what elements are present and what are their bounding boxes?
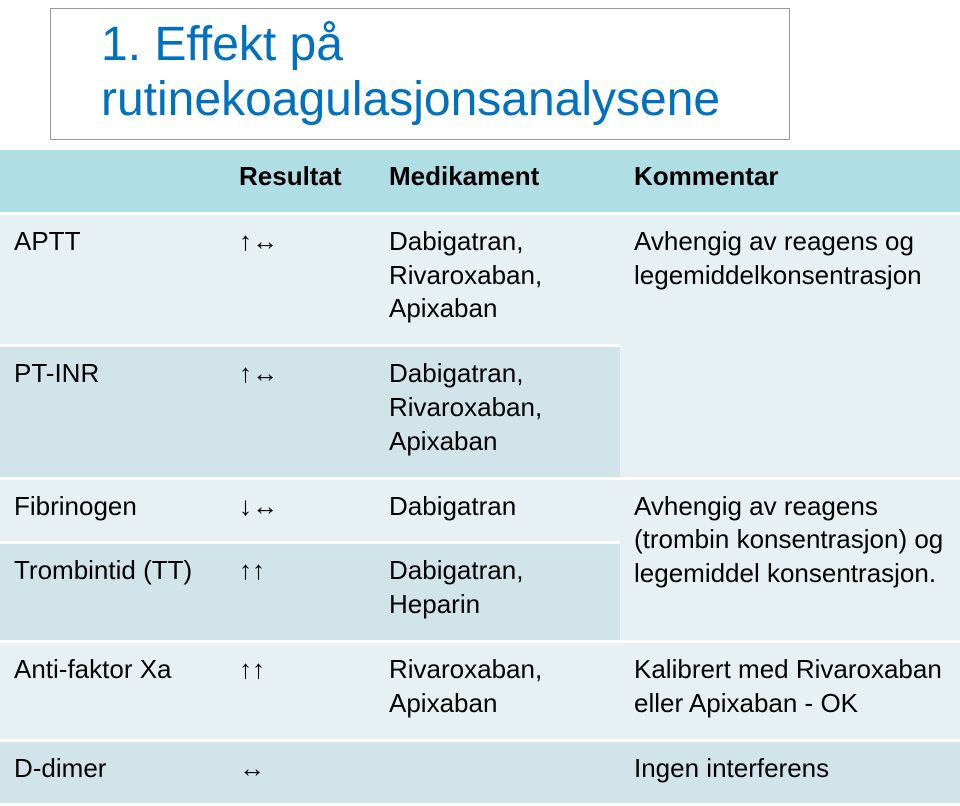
row-name: PT-INR <box>0 346 225 478</box>
header-kommentar: Kommentar <box>620 150 960 213</box>
header-resultat: Resultat <box>225 150 375 213</box>
row-med: Dabigatran, Heparin <box>375 543 620 642</box>
row-name: Anti-faktor Xa <box>0 641 225 740</box>
row-comment: Ingen interferens <box>620 740 960 805</box>
row-result: ↑↑ <box>225 543 375 642</box>
row-result: ↓↔ <box>225 478 375 543</box>
row-med: Dabigatran, Rivaroxaban, Apixaban <box>375 213 620 345</box>
row-med: Dabigatran, Rivaroxaban, Apixaban <box>375 346 620 478</box>
row-med: Dabigatran <box>375 478 620 543</box>
header-blank <box>0 150 225 213</box>
row-name: Fibrinogen <box>0 478 225 543</box>
table-row: Anti-faktor Xa ↑↑ Rivaroxaban, Apixaban … <box>0 641 960 740</box>
table-row: APTT ↑↔ Dabigatran, Rivaroxaban, Apixaba… <box>0 213 960 345</box>
row-comment: Kalibrert med Rivaroxaban eller Apixaban… <box>620 641 960 740</box>
header-medikament: Medikament <box>375 150 620 213</box>
row-comment: Avhengig av reagens (trombin konsentrasj… <box>620 478 960 641</box>
table-row: D-dimer ↔ Ingen interferens <box>0 740 960 805</box>
row-result: ↑↔ <box>225 346 375 478</box>
row-med <box>375 740 620 805</box>
row-name: D-dimer <box>0 740 225 805</box>
table-row: Fibrinogen ↓↔ Dabigatran Avhengig av rea… <box>0 478 960 543</box>
title-box: 1. Effekt på rutinekoagulasjonsanalysene <box>50 8 790 140</box>
row-name: APTT <box>0 213 225 345</box>
row-med: Rivaroxaban, Apixaban <box>375 641 620 740</box>
row-name: Trombintid (TT) <box>0 543 225 642</box>
table-header-row: Resultat Medikament Kommentar <box>0 150 960 213</box>
row-result: ↑↔ <box>225 213 375 345</box>
row-result: ↑↑ <box>225 641 375 740</box>
page-title: 1. Effekt på rutinekoagulasjonsanalysene <box>101 17 789 127</box>
row-comment: Avhengig av reagens og legemiddelkonsent… <box>620 213 960 478</box>
row-result: ↔ <box>225 740 375 805</box>
coagulation-table: Resultat Medikament Kommentar APTT ↑↔ Da… <box>0 150 960 806</box>
